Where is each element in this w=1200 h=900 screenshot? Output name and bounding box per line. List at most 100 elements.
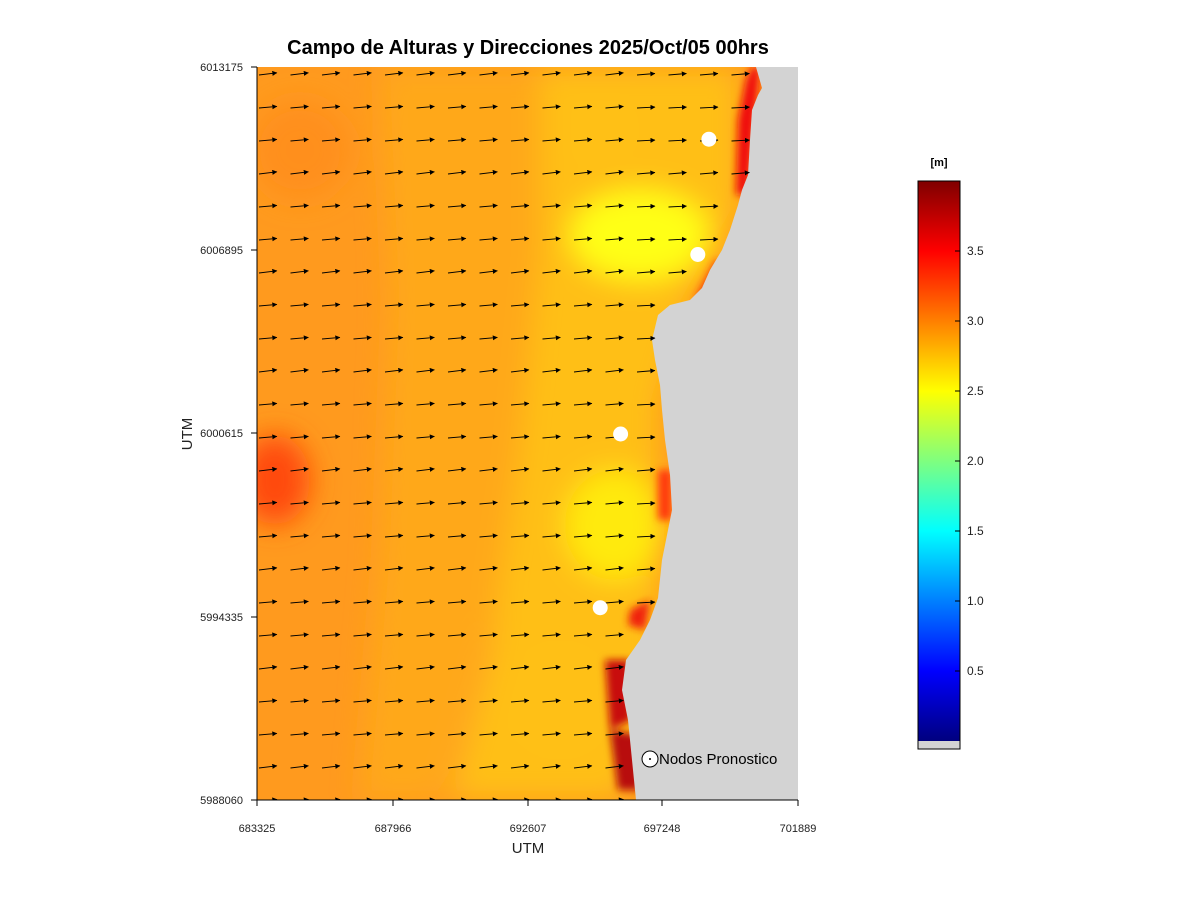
colorbar-tick-label: 0.5: [967, 664, 984, 678]
wave-direction-arrow: [416, 401, 435, 407]
wave-direction-arrow: [447, 565, 467, 571]
wave-direction-arrow: [605, 335, 624, 341]
forecast-node-marker: [701, 131, 717, 147]
wave-direction-arrow: [353, 466, 372, 472]
wave-direction-arrow: [321, 434, 341, 440]
y-tick-label: 5994335: [200, 612, 243, 624]
x-tick-label: 697248: [644, 823, 681, 835]
colorbar-tick-label: 1.5: [967, 524, 984, 538]
wave-direction-arrow: [731, 170, 750, 176]
wave-direction-arrow: [290, 500, 309, 506]
wave-direction-arrow: [416, 500, 435, 506]
wave-direction-arrow: [321, 137, 341, 143]
wave-direction-arrow: [321, 466, 341, 472]
wave-direction-arrow: [258, 104, 278, 110]
colorbar-ticks: 0.5 1.0 1.5 2.0 2.5 3.0 3.5: [955, 244, 984, 678]
wave-direction-arrow: [573, 533, 593, 539]
wave-direction-arrow: [447, 70, 467, 76]
wave-direction-arrow: [353, 104, 372, 110]
wave-direction-arrow: [542, 664, 561, 670]
wave-direction-arrow: [542, 533, 561, 539]
wave-direction-arrow: [416, 599, 435, 605]
wave-direction-arrow: [321, 70, 341, 76]
wave-direction-arrow: [416, 565, 435, 571]
wave-direction-arrow: [447, 169, 467, 175]
wave-direction-arrow: [605, 302, 624, 308]
wave-direction-arrow: [636, 533, 656, 539]
y-tick-label: 6013175: [200, 62, 243, 74]
wave-direction-arrow: [573, 731, 593, 737]
wave-direction-arrow: [605, 169, 624, 175]
wave-direction-arrow: [699, 236, 719, 242]
wave-direction-arrow: [384, 599, 404, 605]
wave-direction-arrow: [479, 664, 498, 670]
wave-direction-arrow: [384, 367, 404, 373]
wave-direction-arrow: [258, 599, 278, 605]
wave-direction-arrow: [384, 268, 404, 274]
wave-direction-arrow: [573, 302, 593, 308]
wave-direction-arrow: [605, 731, 624, 737]
wave-direction-arrow: [290, 367, 309, 373]
wave-direction-arrow: [321, 104, 341, 110]
wave-direction-arrow: [353, 203, 372, 209]
wave-direction-arrow: [636, 71, 656, 77]
wave-direction-arrow: [479, 731, 498, 737]
colorbar-tick-label: 3.0: [967, 314, 984, 328]
wave-direction-arrow: [510, 70, 530, 76]
wave-direction-arrow: [573, 236, 593, 242]
wave-direction-arrow: [416, 367, 435, 373]
wave-direction-arrow: [290, 203, 309, 209]
wave-direction-arrow: [668, 269, 687, 275]
wave-direction-arrow: [447, 664, 467, 670]
wave-direction-arrow: [479, 434, 498, 440]
wave-direction-arrow: [479, 268, 498, 274]
wave-direction-arrow: [479, 466, 498, 472]
wave-direction-arrow: [605, 401, 624, 407]
wave-direction-arrow: [510, 169, 530, 175]
wave-direction-arrow: [384, 565, 404, 571]
wave-direction-arrow: [636, 269, 656, 275]
wave-direction-arrow: [542, 302, 561, 308]
wave-direction-arrow: [290, 236, 309, 242]
wave-direction-arrow: [258, 731, 278, 737]
wave-direction-arrow: [573, 169, 593, 175]
wave-direction-arrow: [542, 632, 561, 638]
wave-direction-arrow: [416, 70, 435, 76]
wave-direction-arrow: [353, 565, 372, 571]
wave-direction-arrow: [321, 664, 341, 670]
wave-direction-arrow: [416, 104, 435, 110]
colorbar-tick-label: 1.0: [967, 594, 984, 608]
land-mask: [622, 67, 798, 800]
wave-direction-arrow: [416, 533, 435, 539]
colorbar-tick-label: 2.0: [967, 454, 984, 468]
wave-direction-arrow: [290, 137, 309, 143]
wave-direction-arrow: [258, 434, 278, 440]
wave-direction-arrow: [321, 599, 341, 605]
x-tick-label: 683325: [239, 823, 276, 835]
wave-direction-arrow: [353, 335, 372, 341]
wave-direction-arrow: [510, 104, 530, 110]
wave-direction-arrow: [479, 137, 498, 143]
wave-direction-arrow: [353, 268, 372, 274]
wave-direction-arrow: [699, 170, 719, 176]
wave-direction-arrow: [699, 203, 719, 209]
wave-direction-arrow: [542, 104, 561, 110]
colorbar-tick-label: 2.5: [967, 384, 984, 398]
wave-direction-arrow: [636, 236, 656, 242]
wave-direction-arrow: [447, 698, 467, 704]
wave-direction-arrow: [258, 533, 278, 539]
wave-direction-arrow: [479, 500, 498, 506]
wave-direction-arrow: [447, 367, 467, 373]
forecast-nodes: [592, 131, 717, 616]
wave-direction-arrow: [258, 565, 278, 571]
wave-direction-arrow: [384, 302, 404, 308]
wave-direction-arrow: [416, 236, 435, 242]
wave-direction-arrow: [416, 632, 435, 638]
wave-direction-arrow: [258, 632, 278, 638]
wave-direction-arrow: [479, 70, 498, 76]
wave-height-field: [257, 67, 798, 800]
wave-direction-arrow: [542, 367, 561, 373]
x-tick-label: 701889: [780, 823, 817, 835]
wave-direction-arrow: [699, 71, 719, 77]
wave-direction-arrow: [605, 466, 624, 472]
